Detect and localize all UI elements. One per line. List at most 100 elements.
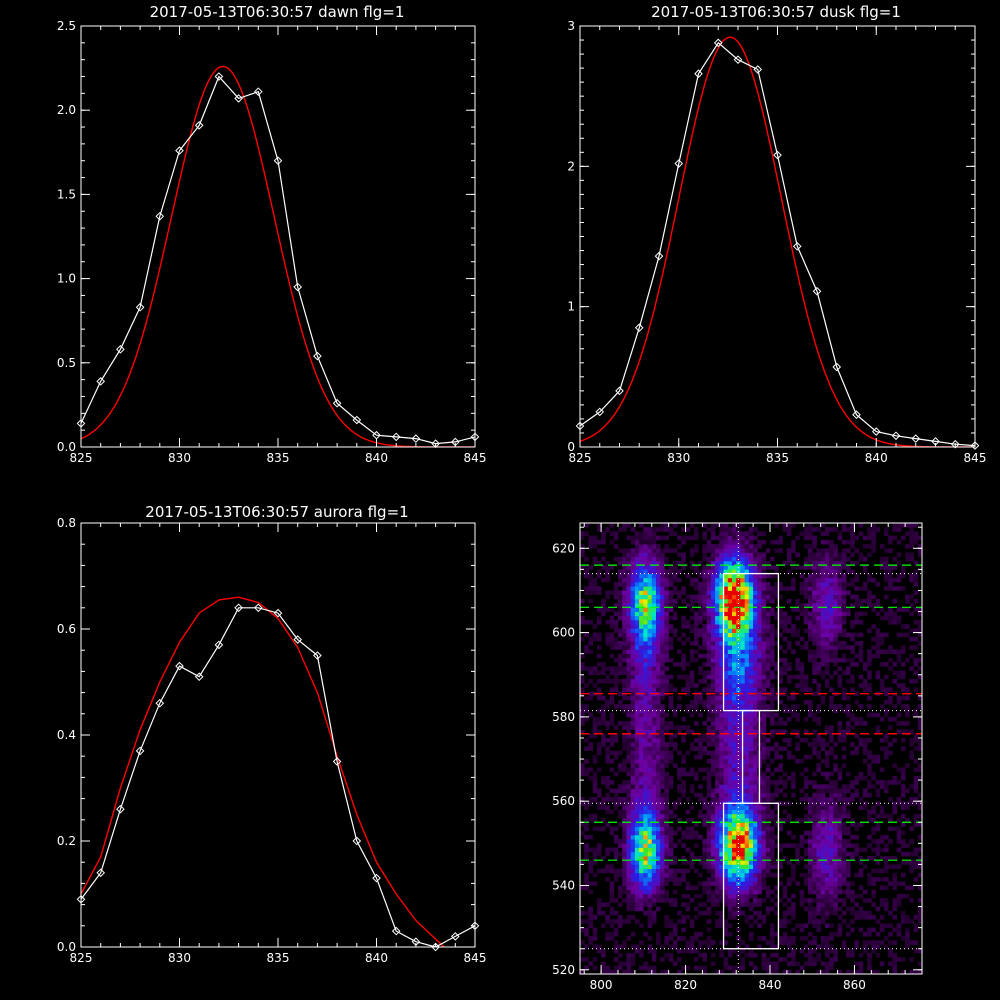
plot-area: 825 830 835 840 845 0.0 0.2 0.4 0.6 0.8 xyxy=(57,516,487,965)
data-point-marker xyxy=(654,251,664,261)
data-point-marker xyxy=(634,323,644,333)
y-tick-label: 0.5 xyxy=(57,356,76,370)
x-tick-label: 835 xyxy=(766,451,789,465)
y-tick-label: 620 xyxy=(552,541,575,555)
x-tick-label: 820 xyxy=(674,978,697,992)
y-tick-label: 1.0 xyxy=(57,272,76,286)
y-tick-label: 1 xyxy=(567,300,575,314)
x-tick-label: 845 xyxy=(464,451,487,465)
fit-curve xyxy=(580,36,975,447)
data-point-marker xyxy=(253,87,263,96)
data-point-marker xyxy=(175,661,184,671)
data-line xyxy=(81,75,475,445)
x-tick-label: 845 xyxy=(964,451,987,465)
x-tick-label: 840 xyxy=(365,951,388,965)
data-point-marker xyxy=(273,608,283,618)
y-tick-label: 0 xyxy=(567,440,575,454)
selection-box xyxy=(722,802,780,950)
y-tick-label: 560 xyxy=(552,794,575,808)
x-tick-label: 840 xyxy=(865,451,888,465)
x-tick-label: 825 xyxy=(569,451,592,465)
x-tick-label: 830 xyxy=(168,951,191,965)
x-tick-label: 825 xyxy=(70,951,93,965)
data-point-marker xyxy=(135,746,145,756)
data-point-marker xyxy=(792,242,802,251)
data-point-marker xyxy=(450,932,460,941)
y-tick-label: 540 xyxy=(552,878,575,892)
data-point-marker xyxy=(411,434,421,443)
data-point-marker xyxy=(352,836,362,846)
data-point-marker xyxy=(615,386,624,396)
panel-title: 2017-05-13T06:30:57 aurora flg=1 xyxy=(145,503,408,521)
data-point-marker xyxy=(391,926,401,936)
panel-aurora: 2017-05-13T06:30:57 aurora flg=1 825 830 8… xyxy=(57,503,487,965)
data-point-marker xyxy=(694,69,703,79)
y-tick-label: 2.5 xyxy=(57,19,76,33)
panel-title: 2017-05-13T06:30:57 dawn flg=1 xyxy=(150,3,405,21)
data-point-marker xyxy=(214,640,224,650)
x-tick-label: 830 xyxy=(168,451,191,465)
data-point-marker xyxy=(832,362,842,372)
y-tick-label: 1.5 xyxy=(57,187,76,201)
data-point-marker xyxy=(293,635,303,644)
data-point-marker xyxy=(713,38,723,48)
data-point-marker xyxy=(96,868,106,878)
data-point-marker xyxy=(352,415,362,425)
data-point-marker xyxy=(155,698,165,708)
data-point-marker xyxy=(911,434,921,443)
data-point-marker xyxy=(674,159,684,168)
data-point-marker xyxy=(753,65,763,74)
x-tick-label: 835 xyxy=(267,451,290,465)
data-point-marker xyxy=(116,804,125,814)
data-point-marker xyxy=(391,432,401,442)
plot-area: 825 830 835 840 845 0 1 2 3 xyxy=(567,19,986,465)
data-point-marker xyxy=(313,351,322,361)
panel-dawn: 2017-05-13T06:30:57 dawn flg=1 825 830 835… xyxy=(57,3,487,465)
data-point-marker xyxy=(194,121,204,130)
x-tick-label: 830 xyxy=(667,451,690,465)
y-tick-label: 0.4 xyxy=(57,728,76,742)
y-tick-label: 0.0 xyxy=(57,940,76,954)
panel-dusk: 2017-05-13T06:30:57 dusk flg=1 825 830 835… xyxy=(567,3,986,465)
heatmap-image xyxy=(580,523,922,974)
x-tick-label: 845 xyxy=(464,951,487,965)
data-line xyxy=(81,607,475,947)
data-point-marker xyxy=(273,156,283,166)
data-point-marker xyxy=(871,427,881,436)
data-point-marker xyxy=(313,651,322,660)
y-tick-label: 3 xyxy=(567,19,575,33)
y-tick-label: 600 xyxy=(552,626,575,640)
data-point-marker xyxy=(372,873,381,883)
data-line xyxy=(580,41,975,447)
data-point-marker xyxy=(175,146,184,155)
y-tick-label: 0.8 xyxy=(57,516,76,530)
y-tick-label: 2.0 xyxy=(57,103,76,117)
data-point-marker xyxy=(595,407,605,417)
data-point-marker xyxy=(812,286,822,296)
panel-title: 2017-05-13T06:30:57 dusk flg=1 xyxy=(651,3,901,21)
data-point-marker xyxy=(116,345,125,354)
data-point-marker xyxy=(96,377,106,386)
x-tick-label: 800 xyxy=(590,978,613,992)
data-point-marker xyxy=(332,757,342,766)
y-tick-label: 0.0 xyxy=(57,440,76,454)
data-point-marker xyxy=(852,410,861,420)
data-point-marker xyxy=(194,672,204,682)
panel-image: 800 820 840 860 520 540 560 580 600 620 xyxy=(552,522,923,992)
plot-area: 800 820 840 860 520 540 560 580 600 620 xyxy=(552,522,923,992)
data-point-marker xyxy=(135,302,145,312)
data-point-marker xyxy=(253,603,263,613)
fit-curve xyxy=(81,65,475,447)
data-point-marker xyxy=(431,942,440,952)
axes-frame xyxy=(579,522,923,975)
data-point-marker xyxy=(155,211,165,221)
y-tick-label: 580 xyxy=(552,710,575,724)
data-point-marker xyxy=(950,439,960,449)
y-tick-label: 0.6 xyxy=(57,622,76,636)
data-point-marker xyxy=(214,72,224,81)
data-point-marker xyxy=(773,150,782,160)
data-point-marker xyxy=(234,603,243,613)
data-point-marker xyxy=(891,431,901,441)
data-point-marker xyxy=(293,282,303,292)
